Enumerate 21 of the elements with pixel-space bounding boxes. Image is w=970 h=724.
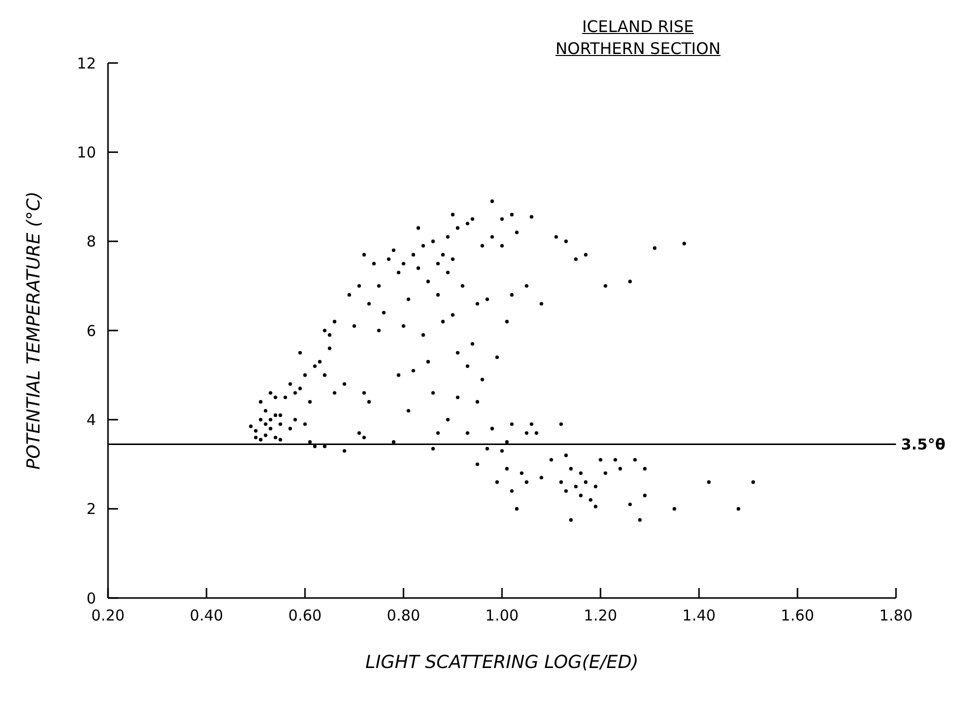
x-tick-label: 1.20 <box>584 606 618 625</box>
x-tick-label: 0.40 <box>190 606 224 625</box>
x-axis-title: LIGHT SCATTERING LOG(E/ED) <box>365 652 639 673</box>
x-tick-label: 1.00 <box>485 606 519 625</box>
y-tick-label: 6 <box>86 322 96 340</box>
x-tick-label: 1.60 <box>780 606 814 625</box>
y-tick-label: 8 <box>86 232 96 251</box>
x-tick-label: 1.80 <box>879 606 913 625</box>
x-tick-label: 0.80 <box>386 606 420 625</box>
y-tick-label: 4 <box>86 410 96 429</box>
chart-subtitle: NORTHERN SECTION <box>555 39 721 58</box>
y-tick-label: 0 <box>86 589 96 608</box>
x-tick-label: 1.40 <box>682 606 716 625</box>
chart-title: ICELAND RISE <box>582 17 694 36</box>
ref-line-label: 3.5°θ <box>901 436 946 454</box>
y-tick-label: 2 <box>86 500 96 518</box>
y-axis-title: POTENTIAL TEMPERATURE (°C) <box>23 191 44 470</box>
y-tick-label: 12 <box>76 54 96 72</box>
y-tick-label: 10 <box>76 143 96 162</box>
x-tick-label: 0.20 <box>91 606 125 625</box>
x-tick-label: 0.60 <box>288 606 322 625</box>
